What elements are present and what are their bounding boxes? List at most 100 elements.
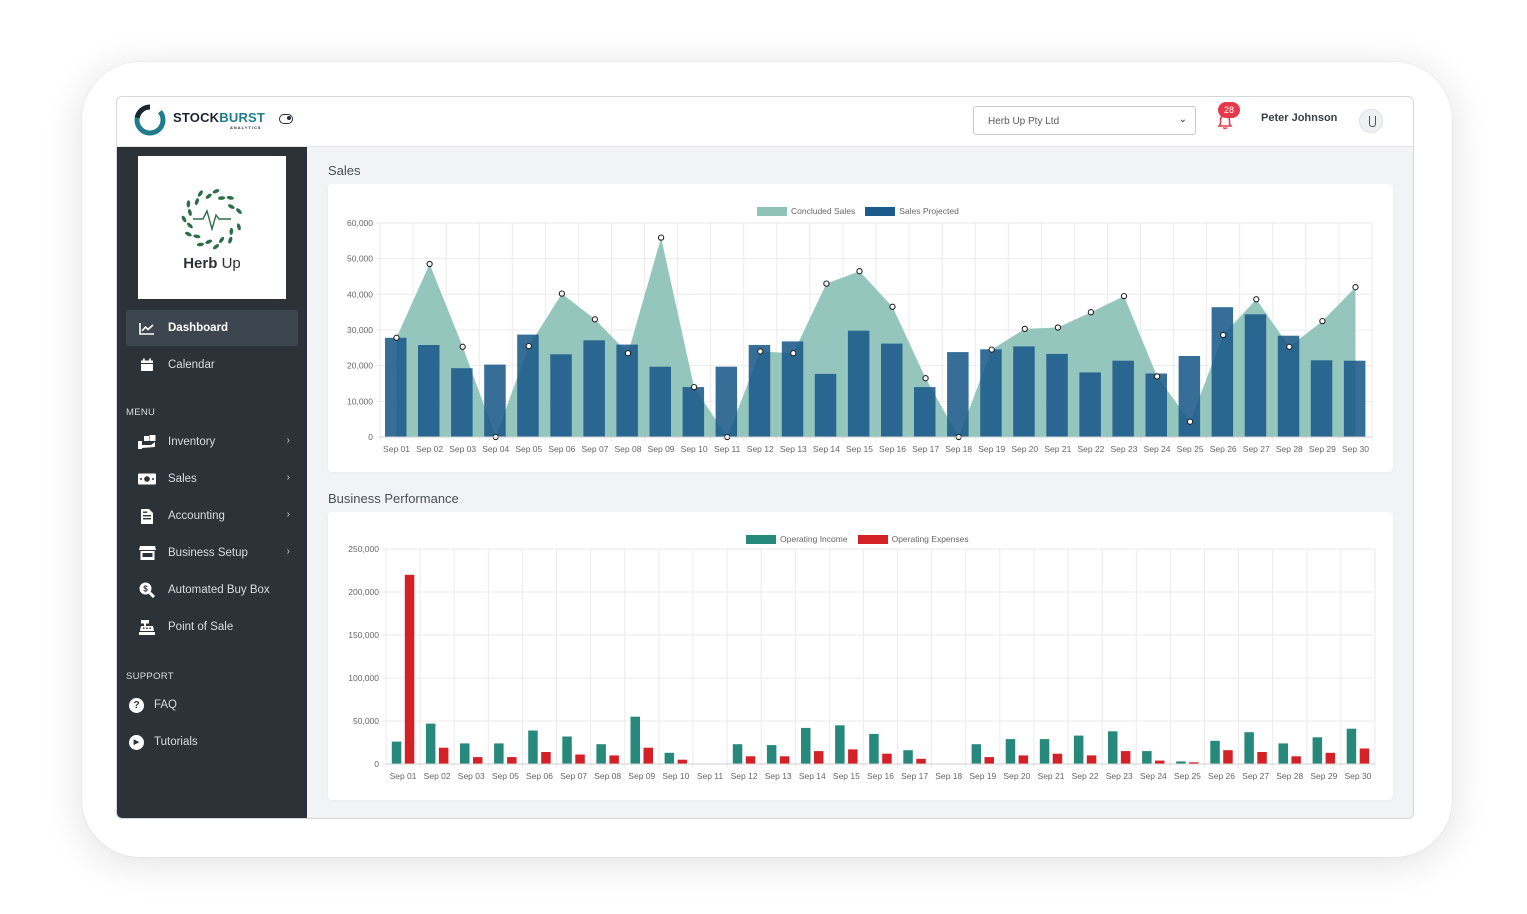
- leaf: [185, 231, 192, 237]
- sales-projected-bar: [1178, 356, 1201, 437]
- x-tick-label: Sep 05: [515, 444, 542, 454]
- operating-income-bar: [630, 716, 640, 764]
- sidebar-item-label: Business Setup: [168, 547, 248, 559]
- leaf: [212, 244, 220, 250]
- operating-income-bar: [869, 733, 879, 764]
- x-tick-label: Sep 25: [1177, 444, 1204, 454]
- brand-tagline: ANALYTICS: [230, 125, 262, 130]
- leaf: [219, 236, 225, 244]
- x-tick-label: Sep 12: [731, 771, 758, 781]
- sidebar-item-dashboard[interactable]: Dashboard: [126, 310, 298, 346]
- performance-chart-legend: Operating Income Operating Expenses: [746, 534, 969, 544]
- sidebar-item-automated-buy-box[interactable]: $ Automated Buy Box: [126, 572, 298, 608]
- operating-expenses-bar: [745, 756, 756, 764]
- company-select[interactable]: Herb Up Pty Ltd ⌄: [973, 106, 1196, 135]
- sales-projected-bar: [385, 337, 407, 437]
- sales-projected-bar: [781, 341, 804, 437]
- x-tick-label: Sep 11: [697, 771, 724, 781]
- leaf: [186, 200, 191, 208]
- user-name[interactable]: Peter Johnson: [1261, 112, 1338, 124]
- leaf: [196, 242, 204, 247]
- x-tick-label: Sep 17: [912, 444, 939, 454]
- sidebar-item-sales[interactable]: Sales ›: [126, 461, 298, 497]
- x-tick-label: Sep 22: [1072, 771, 1099, 781]
- sales-projected-bar: [550, 354, 572, 437]
- x-tick-label: Sep 10: [681, 444, 708, 454]
- operating-income-bar: [596, 744, 606, 764]
- x-tick-label: Sep 03: [449, 444, 476, 454]
- x-tick-label: Sep 14: [799, 771, 826, 781]
- operating-income-bar: [1073, 735, 1084, 764]
- sidebar-item-inventory[interactable]: Inventory ›: [126, 424, 298, 460]
- x-tick-label: Sep 01: [383, 444, 410, 454]
- user-avatar[interactable]: [1359, 109, 1383, 133]
- stockburst-logo-icon[interactable]: [133, 103, 167, 137]
- sidebar-item-tutorials[interactable]: ▶ Tutorials: [126, 724, 298, 760]
- sidebar-item-faq[interactable]: ? FAQ: [126, 687, 298, 723]
- x-tick-label: Sep 04: [482, 444, 509, 454]
- brand-name: STOCKBURST: [173, 110, 265, 125]
- operating-expenses-bar: [541, 752, 551, 764]
- sales-projected-bar: [1244, 314, 1267, 437]
- operating-expenses-bar: [1086, 755, 1097, 764]
- x-tick-label: Sep 18: [945, 444, 972, 454]
- leaf: [212, 189, 220, 194]
- inventory-icon: [138, 435, 156, 449]
- sales-projected-bar: [616, 344, 638, 437]
- operating-expenses-bar: [1291, 756, 1301, 764]
- sidebar-toggle-icon[interactable]: [279, 114, 293, 124]
- operating-income-bar: [425, 723, 436, 764]
- x-tick-label: Sep 10: [662, 771, 689, 781]
- operating-expenses-bar: [1155, 760, 1165, 764]
- x-tick-label: Sep 24: [1140, 771, 1167, 781]
- sidebar-item-calendar[interactable]: Calendar: [126, 347, 298, 383]
- sidebar-item-accounting[interactable]: Accounting ›: [126, 498, 298, 534]
- x-tick-label: Sep 23: [1111, 444, 1138, 454]
- company-select-value: Herb Up Pty Ltd: [988, 116, 1060, 127]
- y-tick-label: 10,000: [347, 396, 373, 406]
- leaf: [227, 204, 235, 209]
- x-tick-label: Sep 21: [1044, 444, 1071, 454]
- menu-heading: MENU: [126, 407, 156, 418]
- y-tick-label: 50,000: [347, 254, 373, 264]
- concluded-sales-point: [1186, 418, 1194, 425]
- leaf: [193, 234, 201, 239]
- sales-section-title: Sales: [328, 163, 361, 178]
- x-tick-label: Sep 13: [765, 771, 792, 781]
- concluded-sales-point: [757, 348, 764, 355]
- operating-expenses-bar: [1018, 755, 1029, 764]
- sales-chart-legend: Concluded Sales Sales Projected: [757, 206, 959, 216]
- chevron-right-icon: ›: [286, 435, 290, 446]
- brand-name-part1: STOCK: [173, 110, 220, 125]
- operating-income-bar: [1005, 739, 1016, 764]
- x-tick-label: Sep 15: [846, 444, 873, 454]
- concluded-sales-point: [459, 343, 466, 350]
- x-tick-label: Sep 30: [1342, 444, 1369, 454]
- leaf: [181, 215, 187, 223]
- operating-income-bar: [903, 750, 913, 764]
- operating-income-bar: [1312, 737, 1323, 764]
- sidebar-item-business-setup[interactable]: Business Setup ›: [126, 535, 298, 571]
- store-icon: [138, 546, 156, 560]
- x-tick-label: Sep 27: [1243, 444, 1270, 454]
- sales-projected-bar: [1343, 360, 1366, 437]
- svg-text:$: $: [143, 585, 148, 594]
- sidebar-item-label: Tutorials: [154, 736, 198, 748]
- leaf: [236, 223, 241, 231]
- operating-expenses-bar: [1223, 750, 1233, 764]
- x-tick-label: Sep 07: [560, 771, 587, 781]
- leaf: [205, 193, 212, 199]
- y-tick-label: 40,000: [347, 289, 373, 299]
- operating-income-bar: [460, 743, 470, 764]
- sidebar-item-point-of-sale[interactable]: Point of Sale: [126, 609, 298, 645]
- operating-income-bar: [1278, 743, 1288, 764]
- leaf: [194, 198, 199, 206]
- sales-projected-bar: [649, 366, 671, 437]
- y-tick-label: 100,000: [348, 673, 379, 683]
- sales-projected-bar: [1211, 307, 1234, 437]
- leaf: [236, 208, 242, 214]
- operating-income-bar: [664, 752, 675, 764]
- concluded-sales-point: [393, 334, 400, 341]
- x-tick-label: Sep 21: [1038, 771, 1065, 781]
- x-tick-label: Sep 19: [969, 771, 996, 781]
